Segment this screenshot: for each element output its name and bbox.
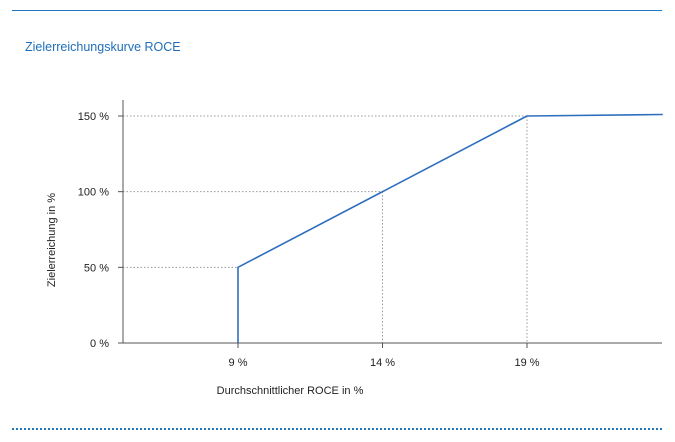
x-axis-label: Durchschnittlicher ROCE in % — [217, 385, 364, 397]
x-tick-label: 14 % — [370, 357, 395, 369]
x-tick-label: 19 % — [514, 357, 539, 369]
top-divider — [12, 10, 662, 11]
y-tick-label: 50 % — [84, 262, 109, 274]
y-tick-label: 100 % — [78, 187, 109, 199]
x-tick-label: 9 % — [229, 357, 248, 369]
bottom-divider — [12, 428, 662, 430]
y-tick-label: 150 % — [78, 111, 109, 123]
y-axis-label: Zielerreichung in % — [46, 193, 58, 287]
chart-title: Zielerreichungskurve ROCE — [25, 40, 181, 54]
series-group — [237, 113, 663, 343]
y-tick-label: 0 % — [90, 338, 109, 350]
axes — [118, 100, 662, 348]
series-line — [237, 113, 663, 343]
reference-lines — [123, 115, 528, 343]
tick-labels: 0 % 50 % 100 % 150 % 9 % 14 % 19 % — [78, 111, 540, 369]
